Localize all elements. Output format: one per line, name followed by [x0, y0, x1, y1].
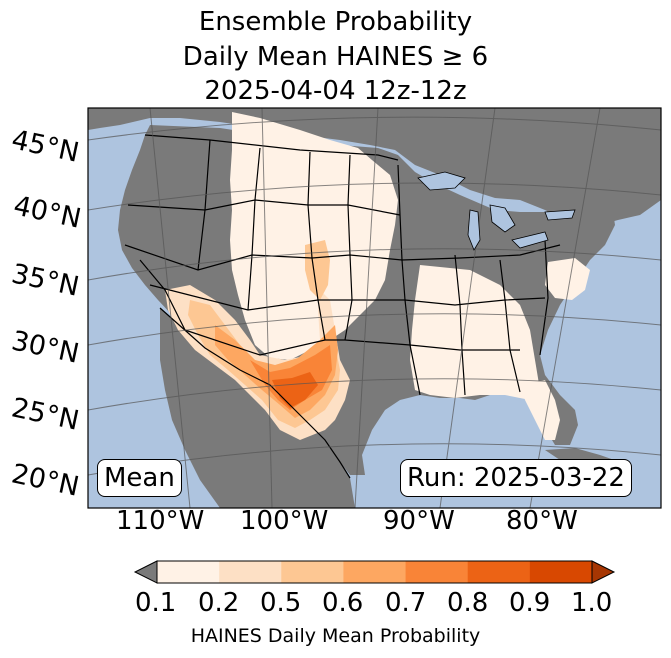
- colorbar-tick-7: 1.0: [571, 588, 613, 618]
- prob-region-texas-peak: [250, 345, 332, 410]
- colorbar-label: HAINES Daily Mean Probability: [190, 625, 481, 647]
- prob-region-great-plains: [230, 112, 398, 360]
- great-lakes: [417, 171, 576, 251]
- colorbar-segment-0: [157, 561, 220, 583]
- colorbar-tick-4: 0.7: [385, 588, 427, 618]
- colorbar-segment-1: [219, 561, 282, 583]
- colorbar-under-arrow: [133, 560, 158, 584]
- colorbar-frame: [156, 560, 593, 584]
- title-line-2: Daily Mean HAINES ≥ 6: [182, 42, 489, 72]
- colorbar-tick-6: 0.9: [509, 588, 551, 618]
- run-date-box: Run: 2025-03-22: [400, 459, 632, 497]
- map-frame: [87, 107, 662, 509]
- colorbar-tick-5: 0.8: [447, 588, 489, 618]
- colorbar-tick-2: 0.5: [260, 588, 302, 618]
- canada-landmass: [88, 108, 661, 225]
- colorbar: [133, 560, 616, 584]
- state-borders: [124, 134, 561, 479]
- colorbar-segment-5: [467, 561, 531, 583]
- colorbar-segment-6: [529, 561, 593, 583]
- title-line-1: Ensemble Probability: [198, 7, 473, 37]
- graticule: [88, 108, 661, 508]
- colorbar-tick-1: 0.2: [198, 588, 240, 618]
- colorbar-tick-0: 0.1: [135, 588, 177, 618]
- lon-label-100: 100°W: [240, 506, 329, 536]
- colorbar-segment-2: [281, 561, 344, 583]
- colorbar-segment-4: [405, 561, 469, 583]
- colorbar-segment-3: [343, 561, 407, 583]
- colorbar-tick-3: 0.6: [322, 588, 364, 618]
- prob-region-southeast: [410, 265, 540, 400]
- mean-label-box: Mean: [97, 459, 182, 497]
- lon-label-90: 90°W: [383, 506, 455, 536]
- probability-overlay: [165, 112, 590, 440]
- colorbar-over-arrow: [591, 560, 616, 584]
- lon-label-110: 110°W: [116, 506, 205, 536]
- lon-label-80: 80°W: [506, 506, 578, 536]
- prob-region-northeast: [545, 258, 590, 300]
- title-line-3: 2025-04-04 12z-12z: [204, 76, 467, 106]
